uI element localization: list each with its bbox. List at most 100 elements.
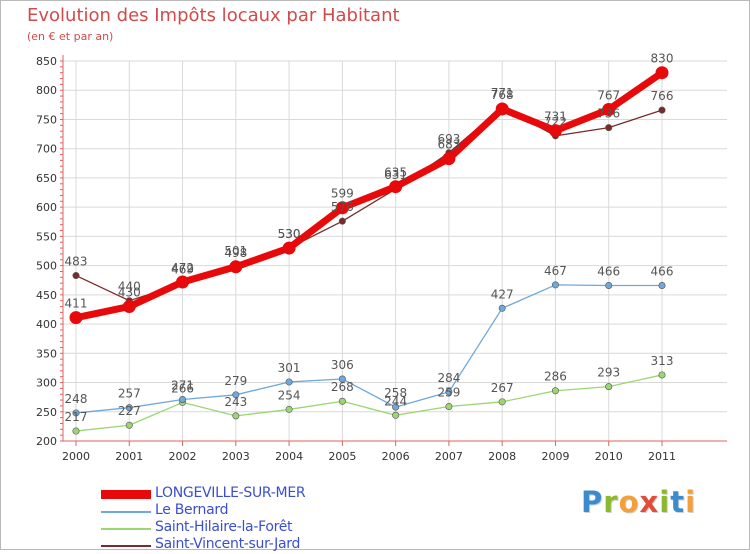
data-label-3: 530 <box>278 227 301 241</box>
data-point-0 <box>282 241 296 255</box>
data-label-0: 411 <box>65 297 88 311</box>
data-point-1 <box>179 395 187 403</box>
legend-swatch-saint-vincent <box>101 545 151 547</box>
y-tick-label: 250 <box>36 406 57 419</box>
y-tick-label: 400 <box>36 318 57 331</box>
data-label-0: 830 <box>651 52 674 66</box>
data-label-1: 427 <box>491 287 514 301</box>
data-point-0 <box>548 124 562 138</box>
legend-swatch-saint-hilaire <box>101 528 151 530</box>
data-label-2: 268 <box>331 380 354 394</box>
data-label-0: 530 <box>278 227 301 241</box>
data-label-3: 722 <box>544 115 567 129</box>
data-label-2: 217 <box>65 410 88 424</box>
chart-subtitle: (en € et par an) <box>27 30 114 43</box>
y-tick-label: 700 <box>36 143 57 156</box>
data-label-3: 766 <box>651 89 674 103</box>
legend-label-le-bernard: Le Bernard <box>155 502 229 518</box>
data-label-0: 683 <box>437 138 460 152</box>
x-tick-label: 2006 <box>382 450 410 463</box>
data-point-2 <box>338 397 346 405</box>
data-point-1 <box>445 388 453 396</box>
y-tick-label: 450 <box>36 289 57 302</box>
data-label-3: 469 <box>171 263 194 277</box>
data-point-1 <box>605 281 613 289</box>
x-tick-label: 2011 <box>648 450 676 463</box>
data-label-2: 254 <box>278 388 301 402</box>
data-point-2 <box>72 427 80 435</box>
data-label-1: 301 <box>278 361 301 375</box>
data-label-0: 498 <box>224 246 247 260</box>
x-tick-label: 2005 <box>328 450 356 463</box>
data-label-0: 768 <box>491 88 514 102</box>
data-label-0: 635 <box>384 166 407 180</box>
data-label-2: 286 <box>544 370 567 384</box>
x-tick-label: 2008 <box>488 450 516 463</box>
data-point-1 <box>658 281 666 289</box>
data-point-2 <box>445 403 453 411</box>
data-point-0 <box>69 311 83 325</box>
data-point-1 <box>232 391 240 399</box>
x-tick-label: 2003 <box>222 450 250 463</box>
x-tick-label: 2002 <box>169 450 197 463</box>
legend-label-saint-vincent: Saint-Vincent-sur-Jard <box>155 536 301 552</box>
chart-title: Evolution des Impôts locaux par Habitant <box>27 5 400 26</box>
legend-label-longeville: LONGEVILLE-SUR-MER <box>155 485 306 501</box>
series-line-3 <box>75 106 663 302</box>
series-line-2 <box>75 374 663 432</box>
series-line-0 <box>72 69 666 322</box>
data-label-1: 306 <box>331 358 354 372</box>
y-tick-label: 550 <box>36 230 57 243</box>
data-point-0 <box>176 275 190 289</box>
x-tick-label: 2009 <box>541 450 569 463</box>
x-tick-label: 2007 <box>435 450 463 463</box>
data-label-1: 257 <box>118 387 141 401</box>
data-point-1 <box>125 404 133 412</box>
data-point-1 <box>285 378 293 386</box>
data-label-1: 284 <box>437 371 460 385</box>
data-label-1: 467 <box>544 264 567 278</box>
data-point-0 <box>655 66 669 80</box>
data-label-3: 483 <box>65 255 88 269</box>
data-point-3 <box>605 124 613 132</box>
data-point-2 <box>125 421 133 429</box>
data-label-1: 466 <box>651 264 674 278</box>
data-point-2 <box>658 371 666 379</box>
data-label-0: 472 <box>171 261 194 275</box>
y-tick-label: 200 <box>36 435 57 448</box>
data-point-2 <box>498 398 506 406</box>
y-tick-label: 650 <box>36 172 57 185</box>
legend-swatch-longeville <box>101 490 151 499</box>
data-point-0 <box>122 300 136 314</box>
data-label-3: 771 <box>491 86 514 100</box>
data-point-0 <box>495 102 509 116</box>
data-label-0: 731 <box>544 110 567 124</box>
y-tick-label: 750 <box>36 113 57 126</box>
legend-swatch-le-bernard <box>101 511 151 513</box>
y-tick-label: 350 <box>36 347 57 360</box>
data-point-2 <box>551 387 559 395</box>
data-point-1 <box>498 304 506 312</box>
data-point-0 <box>442 152 456 166</box>
data-point-2 <box>605 383 613 391</box>
data-label-3: 631 <box>384 168 407 182</box>
data-label-2: 259 <box>437 386 460 400</box>
data-label-3: 440 <box>118 280 141 294</box>
legend-label-saint-hilaire: Saint-Hilaire-la-Forêt <box>155 519 293 535</box>
data-label-1: 271 <box>171 378 194 392</box>
data-label-3: 501 <box>224 244 247 258</box>
data-point-1 <box>72 409 80 417</box>
data-point-2 <box>392 411 400 419</box>
data-point-0 <box>602 103 616 117</box>
y-tick-label: 600 <box>36 201 57 214</box>
y-tick-label: 800 <box>36 84 57 97</box>
x-tick-label: 2000 <box>62 450 90 463</box>
y-tick-label: 850 <box>36 55 57 68</box>
data-label-0: 599 <box>331 187 354 201</box>
data-label-2: 227 <box>118 404 141 418</box>
data-label-2: 266 <box>171 381 194 395</box>
data-label-1: 466 <box>597 264 620 278</box>
data-label-2: 293 <box>597 366 620 380</box>
data-point-3 <box>72 272 80 280</box>
data-point-0 <box>335 201 349 215</box>
